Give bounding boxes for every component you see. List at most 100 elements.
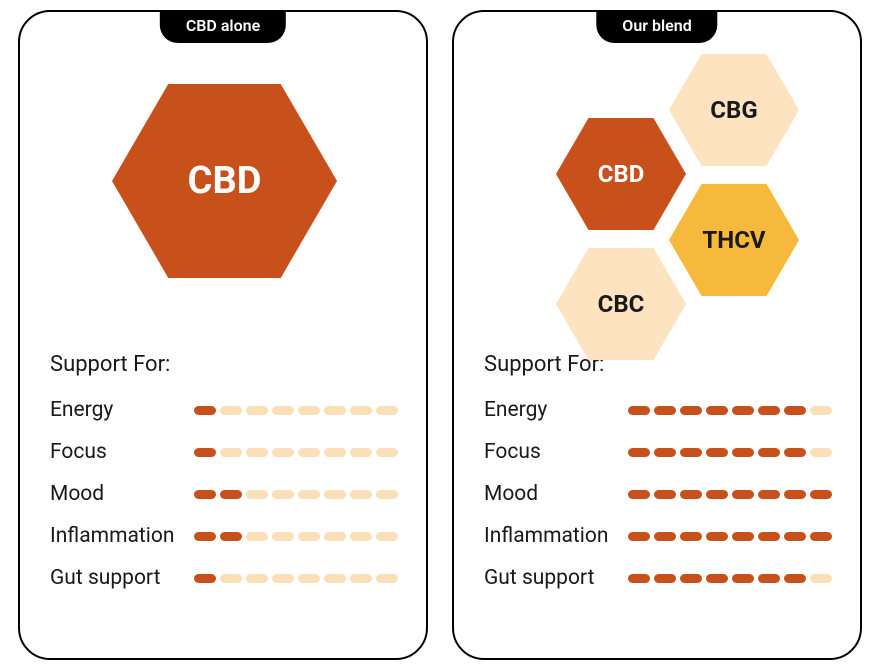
pill-off-icon — [350, 532, 372, 541]
pill-off-icon — [246, 574, 268, 583]
pill-on-icon — [758, 448, 780, 457]
pill-off-icon — [376, 406, 398, 415]
metric-label: Mood — [484, 482, 538, 506]
metric-row: Focus — [50, 431, 398, 473]
metric-label: Inflammation — [50, 524, 174, 548]
pill-off-icon — [246, 448, 268, 457]
pill-on-icon — [194, 406, 216, 415]
comparison-card: Our blendCBGCBDTHCVCBCSupport For:Energy… — [452, 10, 862, 660]
pill-off-icon — [298, 490, 320, 499]
metric-label: Gut support — [484, 566, 594, 590]
metric-label: Focus — [50, 440, 107, 464]
pill-on-icon — [758, 490, 780, 499]
metric-pills — [194, 574, 398, 583]
pill-off-icon — [298, 532, 320, 541]
pill-on-icon — [732, 532, 754, 541]
metric-row: Inflammation — [50, 515, 398, 557]
pill-off-icon — [324, 406, 346, 415]
pill-on-icon — [810, 490, 832, 499]
pill-on-icon — [706, 490, 728, 499]
metric-row: Gut support — [50, 557, 398, 599]
pill-off-icon — [272, 532, 294, 541]
pill-off-icon — [810, 406, 832, 415]
hexagon-thcv: THCV — [669, 184, 799, 297]
metric-row: Mood — [484, 473, 832, 515]
metric-label: Focus — [484, 440, 541, 464]
hexagon-cbg: CBG — [669, 54, 799, 167]
pill-on-icon — [628, 574, 650, 583]
pill-on-icon — [758, 574, 780, 583]
metric-label: Gut support — [50, 566, 160, 590]
support-title: Support For: — [50, 352, 398, 377]
pill-on-icon — [732, 490, 754, 499]
pill-on-icon — [628, 532, 650, 541]
metric-row: Gut support — [484, 557, 832, 599]
hexagon-cbd: CBD — [112, 84, 337, 279]
pill-off-icon — [272, 406, 294, 415]
pill-off-icon — [324, 574, 346, 583]
pill-off-icon — [376, 532, 398, 541]
metric-pills — [628, 490, 832, 499]
pill-on-icon — [706, 532, 728, 541]
pill-on-icon — [758, 532, 780, 541]
pill-on-icon — [784, 490, 806, 499]
pill-off-icon — [324, 490, 346, 499]
pill-on-icon — [194, 574, 216, 583]
pill-on-icon — [628, 490, 650, 499]
support-section: Support For:EnergyFocusMoodInflammationG… — [454, 352, 860, 599]
metric-pills — [628, 574, 832, 583]
metric-pills — [628, 406, 832, 415]
pill-off-icon — [350, 406, 372, 415]
pill-off-icon — [298, 448, 320, 457]
pill-off-icon — [272, 490, 294, 499]
pill-on-icon — [680, 490, 702, 499]
pill-on-icon — [784, 532, 806, 541]
pill-off-icon — [298, 574, 320, 583]
pill-off-icon — [376, 490, 398, 499]
pill-on-icon — [654, 490, 676, 499]
pill-on-icon — [706, 406, 728, 415]
metric-label: Inflammation — [484, 524, 608, 548]
comparison-card: CBD aloneCBDSupport For:EnergyFocusMoodI… — [18, 10, 428, 660]
pill-on-icon — [680, 406, 702, 415]
pill-on-icon — [758, 406, 780, 415]
pill-on-icon — [654, 406, 676, 415]
hex-area: CBD — [20, 12, 426, 352]
pill-off-icon — [376, 574, 398, 583]
pill-off-icon — [272, 574, 294, 583]
metric-label: Mood — [50, 482, 104, 506]
pill-on-icon — [654, 448, 676, 457]
pill-on-icon — [680, 448, 702, 457]
metric-row: Inflammation — [484, 515, 832, 557]
hexagon-cbd: CBD — [556, 118, 686, 231]
pill-off-icon — [246, 406, 268, 415]
metric-pills — [194, 490, 398, 499]
metric-pills — [628, 448, 832, 457]
pill-on-icon — [220, 490, 242, 499]
hex-area: CBGCBDTHCVCBC — [454, 12, 860, 352]
metric-label: Energy — [50, 398, 113, 422]
metric-row: Energy — [484, 389, 832, 431]
pill-off-icon — [324, 448, 346, 457]
pill-off-icon — [220, 406, 242, 415]
pill-on-icon — [784, 406, 806, 415]
metric-row: Energy — [50, 389, 398, 431]
pill-on-icon — [706, 574, 728, 583]
hexagon-cbc: CBC — [556, 248, 686, 361]
pill-off-icon — [810, 448, 832, 457]
pill-on-icon — [628, 448, 650, 457]
pill-off-icon — [246, 532, 268, 541]
pill-on-icon — [194, 448, 216, 457]
pill-on-icon — [784, 448, 806, 457]
metric-pills — [194, 406, 398, 415]
pill-on-icon — [628, 406, 650, 415]
support-section: Support For: Energy Focus Mood Inflammation G… — [20, 352, 426, 599]
metric-pills — [194, 448, 398, 457]
pill-off-icon — [350, 448, 372, 457]
pill-on-icon — [680, 532, 702, 541]
pill-off-icon — [298, 406, 320, 415]
pill-on-icon — [220, 532, 242, 541]
pill-on-icon — [706, 448, 728, 457]
metric-row: Mood — [50, 473, 398, 515]
pill-off-icon — [350, 490, 372, 499]
